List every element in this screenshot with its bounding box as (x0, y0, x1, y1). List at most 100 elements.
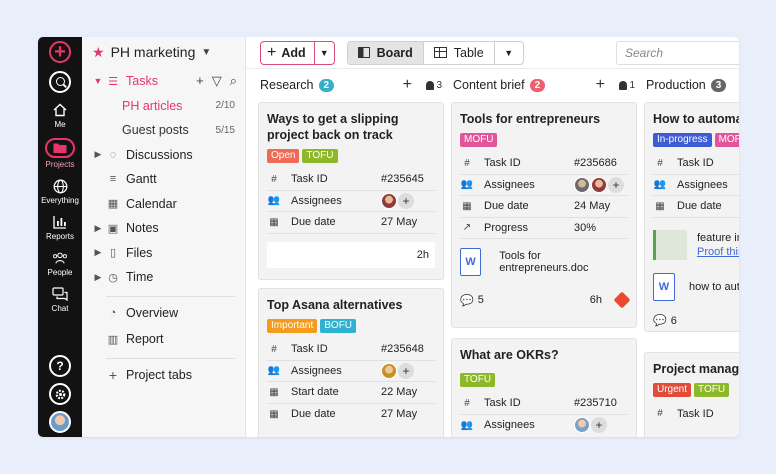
tag[interactable]: Open (267, 149, 300, 163)
field-row: ↗ Progress 30% (460, 218, 628, 239)
sidebar-item-report[interactable]: ▥ Report (82, 327, 245, 352)
caret-right-icon[interactable]: ▶ (94, 149, 102, 160)
sidebar-item-discussions[interactable]: ▶ ◌ Discussions (82, 143, 245, 168)
sidebar-item-notes[interactable]: ▶ ▣ Notes (82, 216, 245, 241)
tag[interactable]: MOFU (460, 133, 498, 147)
global-add-button[interactable]: + (49, 41, 71, 63)
task-card[interactable]: How to automate In-progress MOFU # Task I… (644, 102, 739, 332)
rail-item-me[interactable]: Me (38, 102, 82, 129)
sidebar-subitem-ph-articles[interactable]: PH articles 2/10 (82, 94, 245, 119)
assignee-avatars[interactable]: + (381, 362, 435, 379)
subitem-label: PH articles (122, 98, 183, 113)
avatar (574, 417, 590, 434)
add-task-plus-icon[interactable]: + (595, 76, 605, 93)
sidebar-item-label: Tasks (126, 74, 158, 89)
assignee-avatars[interactable]: + (574, 417, 628, 434)
project-title[interactable]: ★ PH marketing ▼ (82, 37, 245, 67)
comment-icon[interactable]: 💬 (460, 294, 474, 307)
task-card[interactable]: Tools for entrepreneurs MOFU # Task ID #23… (451, 102, 637, 328)
sidebar-item-overview[interactable]: ◔ Overview (82, 301, 245, 326)
attachment[interactable]: W Tools for entrepreneurs.doc (460, 243, 628, 281)
tag[interactable]: BOFU (320, 319, 357, 333)
user-icon (426, 80, 435, 90)
field-value: 27 May (381, 408, 418, 421)
task-card[interactable]: Top Asana alternatives Important BOFU # T… (258, 288, 444, 437)
attachment[interactable]: feature im Proof this (653, 226, 739, 264)
task-card[interactable]: Ways to get a slipping project back on t… (258, 102, 444, 280)
tag[interactable]: TOFU (302, 149, 338, 163)
field-label: Due date (291, 216, 336, 229)
assignee-avatars[interactable]: + (381, 192, 435, 209)
add-dropdown-chevron-icon[interactable]: ▼ (313, 41, 334, 64)
word-doc-icon: W (460, 248, 482, 276)
rail-item-people[interactable]: People (38, 250, 82, 277)
caret-right-icon[interactable]: ▶ (94, 222, 102, 233)
task-card[interactable]: What are OKRs? TOFU # Task ID #235710 👥 Ass… (451, 338, 637, 437)
sidebar-item-gantt[interactable]: ≡ Gantt (82, 167, 245, 192)
card-footer: 💬 6 (653, 306, 739, 336)
caret-right-icon[interactable]: ▶ (94, 247, 102, 258)
field-row: 👥 Assignees + (267, 361, 435, 382)
tab-board[interactable]: Board (347, 41, 424, 64)
bar-chart-icon (52, 214, 68, 230)
rail-item-everything[interactable]: Everything (38, 178, 82, 205)
tag[interactable]: TOFU (460, 373, 496, 387)
main-area: +Add ▼ Board Table ▼ Research 2 + 3 Wa (246, 37, 739, 437)
field-row: ▦ Due date 24 May (460, 196, 628, 218)
settings-gear-icon[interactable] (49, 383, 71, 405)
assignee-avatars[interactable]: + (574, 176, 628, 193)
divider (106, 357, 235, 359)
views-chevron-down-icon[interactable]: ▼ (504, 47, 514, 58)
field-row: ▦ Due date 27 May (267, 212, 435, 234)
tag[interactable]: Urgent (653, 383, 692, 397)
caret-down-icon[interactable]: ▼ (93, 76, 103, 87)
column-assignees[interactable]: 1 (619, 80, 635, 91)
add-assignee-icon[interactable]: + (398, 192, 414, 209)
project-sidebar: ★ PH marketing ▼ ▼ ☰ Tasks + ▽ ⌕ PH arti… (82, 37, 246, 437)
add-button[interactable]: + Add (261, 42, 314, 64)
sidebar-subitem-guest-posts[interactable]: Guest posts 5/15 (82, 118, 245, 143)
column-content-brief: Content brief 2 + 1 Tools for entreprene… (451, 70, 637, 437)
help-icon[interactable]: ? (49, 355, 71, 377)
rail-item-chat[interactable]: Chat (38, 286, 82, 313)
search-input[interactable] (616, 41, 739, 65)
filter-icon[interactable]: ▽ (211, 73, 222, 89)
proof-link[interactable]: Proof this (697, 245, 739, 258)
rail-label: Everything (41, 196, 79, 205)
field-label: Task ID (677, 407, 714, 420)
add-assignee-icon[interactable]: + (608, 176, 624, 193)
global-search-button[interactable] (49, 71, 71, 93)
chevron-down-icon[interactable]: ▼ (201, 46, 212, 58)
hash-icon: # (464, 157, 470, 169)
tag[interactable]: MOFU (714, 133, 739, 147)
sidebar-item-files[interactable]: ▶ ▯ Files (82, 241, 245, 266)
sidebar-item-time[interactable]: ▶ ◷ Time (82, 265, 245, 290)
add-assignee-icon[interactable]: + (398, 362, 414, 379)
user-avatar[interactable] (49, 411, 71, 433)
add-assignee-icon[interactable]: + (591, 417, 607, 434)
task-card[interactable]: Project manager Urgent TOFU # Task ID (644, 352, 739, 437)
comment-icon[interactable]: 💬 (653, 315, 667, 327)
tab-table[interactable]: Table (424, 41, 495, 64)
star-icon[interactable]: ★ (92, 43, 105, 60)
hash-icon: # (657, 157, 663, 169)
tag[interactable]: In-progress (653, 133, 712, 147)
card-title: What are OKRs? (460, 348, 559, 362)
caret-right-icon[interactable]: ▶ (94, 271, 102, 282)
field-row: 👥 Assignees (653, 175, 739, 196)
field-value: #235645 (381, 173, 424, 186)
column-assignees[interactable]: 3 (426, 80, 442, 91)
rail-label: Projects (45, 160, 75, 169)
search-icon[interactable]: ⌕ (229, 73, 237, 89)
rail-item-reports[interactable]: Reports (38, 214, 82, 241)
tag[interactable]: TOFU (694, 383, 730, 397)
attachment[interactable]: W how to aut (653, 268, 739, 306)
field-row: 👥 Assignees + (460, 415, 628, 437)
tag[interactable]: Important (267, 319, 318, 333)
sidebar-item-calendar[interactable]: ▦ Calendar (82, 192, 245, 217)
rail-item-projects[interactable]: Projects (38, 138, 82, 169)
sidebar-item-tasks[interactable]: ▼ ☰ Tasks + ▽ ⌕ (82, 69, 245, 94)
sidebar-item-project-tabs[interactable]: + Project tabs (82, 363, 245, 388)
add-task-plus-icon[interactable]: + (402, 76, 412, 93)
plus-icon[interactable]: + (196, 73, 204, 89)
